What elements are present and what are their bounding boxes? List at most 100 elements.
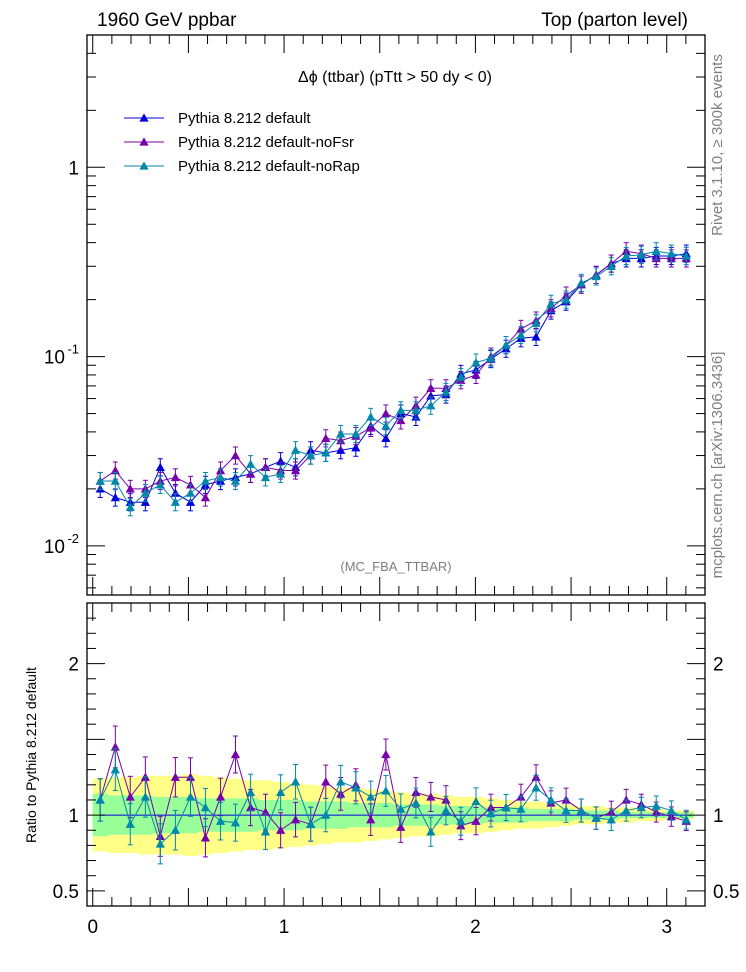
x-tick-label: 2 (470, 917, 481, 938)
main-panel: 110-110-2 Δϕ (ttbar) (pTtt > 50 dy < 0) … (44, 34, 706, 596)
legend-label: Pythia 8.212 default-noRap (178, 158, 360, 175)
legend-label: Pythia 8.212 default-noFsr (178, 134, 354, 151)
ratio-point (636, 802, 646, 812)
ratio-point (200, 802, 211, 812)
data-point (155, 462, 165, 471)
mcplots-label: mcplots.cern.ch [arXiv:1306.3436] (709, 352, 726, 579)
legend-marker (139, 113, 149, 122)
data-point (351, 429, 361, 438)
ratio-point (426, 827, 436, 836)
data-point (531, 332, 541, 341)
ratio-point (95, 795, 105, 804)
data-point (125, 484, 135, 493)
ratio-point (215, 816, 226, 825)
ratio-point (426, 792, 436, 801)
ratio-point (366, 815, 376, 824)
ratio-point (290, 815, 301, 824)
data-point (456, 372, 466, 381)
main-y-tick-label-exp: -1 (67, 342, 79, 357)
ratio-point (651, 801, 661, 810)
data-point (501, 340, 511, 349)
ratio-y-axis-label: Ratio to Pythia 8.212 default (23, 667, 39, 843)
series-1 (95, 242, 691, 507)
data-point (621, 251, 631, 260)
ratio-point (561, 805, 571, 815)
legend-marker (139, 137, 149, 146)
data-point (651, 246, 661, 255)
data-point (321, 433, 331, 442)
ratio-point (606, 815, 616, 824)
ratio-point (200, 833, 211, 842)
data-point (396, 415, 406, 425)
ratio-point (531, 783, 541, 792)
ratio-point (381, 749, 391, 759)
x-tick-label: 3 (661, 917, 672, 938)
watermark-label: (MC_FBA_TTBAR) (340, 559, 451, 574)
rivet-label: Rivet 3.1.10, ≥ 300k events (709, 54, 726, 236)
data-point (290, 445, 301, 454)
ratio-y-tick-label-right: 1 (713, 806, 724, 827)
ratio-panel: 0.5 0.5 1 1 2 2 0 1 2 3 Ratio to Pythia 8.212 def… (23, 602, 739, 938)
data-point (185, 488, 196, 497)
ratio-point (666, 805, 676, 815)
data-point (636, 250, 646, 259)
ratio-point (260, 827, 271, 836)
ratio-point (411, 798, 421, 807)
series-2 (95, 242, 691, 517)
ratio-point (170, 772, 180, 781)
ratio-point (396, 822, 406, 831)
data-point (681, 251, 691, 260)
series-line (99, 250, 687, 499)
data-point (95, 476, 105, 485)
data-point (306, 450, 316, 460)
data-point (606, 261, 616, 270)
data-point (396, 405, 406, 415)
ratio-point (140, 792, 150, 801)
data-point (140, 488, 150, 497)
ratio-axis-ticks: 0.5 0.5 1 1 2 2 0 1 2 3 (53, 602, 739, 938)
ratio-series-2 (95, 748, 691, 865)
data-point (381, 421, 391, 430)
ratio-point (321, 810, 331, 819)
data-point (245, 469, 256, 478)
data-point (426, 401, 436, 410)
data-point (110, 476, 120, 485)
ratio-point (125, 819, 135, 828)
ratio-point (336, 777, 346, 786)
data-point (591, 271, 601, 281)
data-point (336, 445, 346, 454)
ratio-y-tick-label: 2 (68, 655, 79, 676)
data-point (170, 472, 180, 482)
data-point (426, 383, 436, 392)
data-point (155, 480, 165, 489)
series-line (100, 250, 687, 509)
data-point (290, 465, 301, 475)
ratio-y-tick-label: 1 (68, 806, 79, 827)
ratio-point (591, 813, 601, 822)
header-right: Top (parton level) (541, 10, 688, 31)
data-point (230, 450, 241, 460)
data-point (441, 387, 451, 396)
main-frame (86, 34, 706, 596)
data-point (531, 318, 541, 327)
data-point (245, 459, 256, 468)
data-point (471, 370, 481, 379)
data-point (200, 476, 211, 485)
chart-title: Δϕ (ttbar) (pTtt > 50 dy < 0) (298, 69, 492, 86)
ratio-point (185, 792, 196, 801)
legend-marker (139, 161, 149, 170)
data-point (351, 443, 361, 452)
ratio-point (230, 749, 241, 759)
ratio-point (516, 804, 526, 813)
ratio-point (621, 805, 631, 815)
data-point (230, 476, 241, 485)
ratio-point (441, 805, 451, 815)
ratio-point (245, 787, 256, 797)
ratio-point (215, 792, 226, 801)
data-point (366, 412, 376, 421)
ratio-point (230, 818, 241, 827)
ratio-series-line (99, 768, 687, 845)
data-point (486, 353, 496, 362)
ratio-point (170, 825, 180, 834)
